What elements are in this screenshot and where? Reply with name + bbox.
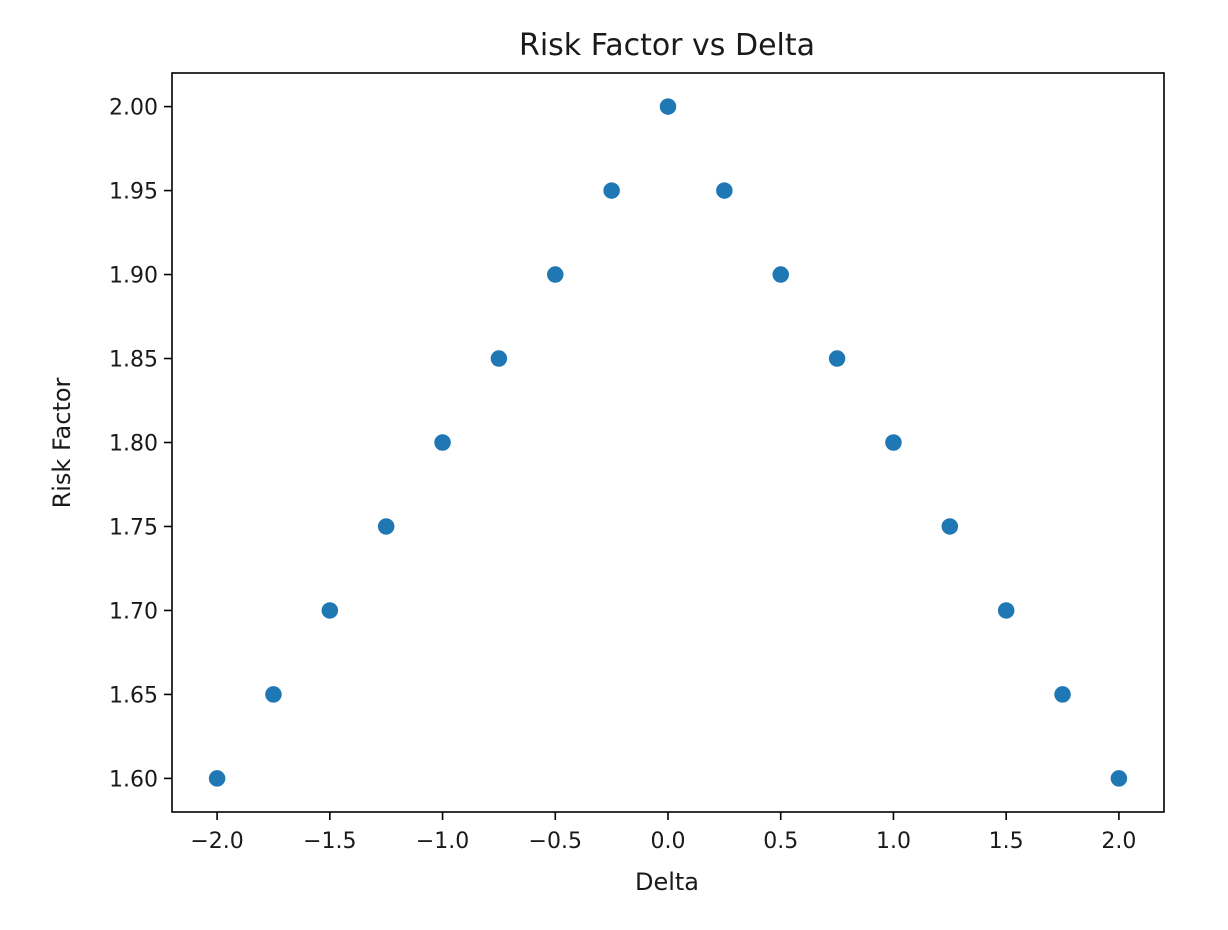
- data-point: [714, 180, 735, 201]
- data-point: [207, 768, 227, 789]
- data-point: [601, 180, 622, 201]
- x-tick-label: 1.5: [989, 829, 1024, 854]
- data-point: [827, 348, 847, 369]
- data-point: [320, 600, 340, 621]
- y-axis-label: Risk Factor: [48, 377, 76, 508]
- y-tick-label: 1.70: [109, 599, 158, 624]
- y-tick-label: 1.65: [109, 683, 158, 708]
- y-tick-label: 1.75: [109, 515, 158, 540]
- plot-frame: [171, 72, 1165, 813]
- data-point: [658, 96, 678, 117]
- y-tick-label: 1.85: [109, 348, 158, 373]
- data-point: [996, 600, 1016, 621]
- x-tick-label: 2.0: [1101, 829, 1136, 854]
- data-point: [1052, 684, 1073, 705]
- x-axis-ticks: −2.0 −1.5 −1.0 −0.5 0.0 0.5 1.0 1.5 2.0: [190, 812, 1136, 854]
- x-tick-label: −0.5: [529, 829, 582, 854]
- x-tick-label: 0.0: [651, 829, 686, 854]
- x-tick-label: −1.0: [416, 829, 469, 854]
- y-tick-label: 2.00: [109, 96, 158, 121]
- data-point: [940, 516, 960, 537]
- data-point: [376, 516, 396, 537]
- data-point: [770, 264, 791, 285]
- x-axis-label: Delta: [635, 868, 699, 896]
- data-point: [883, 432, 904, 453]
- chart-title: Risk Factor vs Delta: [519, 28, 815, 63]
- data-point: [263, 684, 284, 705]
- data-points: [207, 96, 1129, 789]
- data-point: [1109, 768, 1129, 789]
- data-point: [489, 348, 509, 369]
- data-point: [545, 264, 566, 285]
- data-point: [432, 432, 453, 453]
- x-tick-label: 1.0: [876, 829, 911, 854]
- x-tick-label: −2.0: [190, 829, 243, 854]
- y-tick-label: 1.60: [109, 767, 158, 792]
- y-tick-label: 1.90: [109, 264, 158, 289]
- y-tick-label: 1.80: [109, 432, 158, 457]
- x-tick-label: −1.5: [303, 829, 356, 854]
- x-tick-label: 0.5: [763, 829, 798, 854]
- y-tick-label: 1.95: [109, 180, 158, 205]
- y-axis-ticks: 1.60 1.65 1.70 1.75 1.80 1.85 1.90 1.95 2.00: [109, 96, 172, 792]
